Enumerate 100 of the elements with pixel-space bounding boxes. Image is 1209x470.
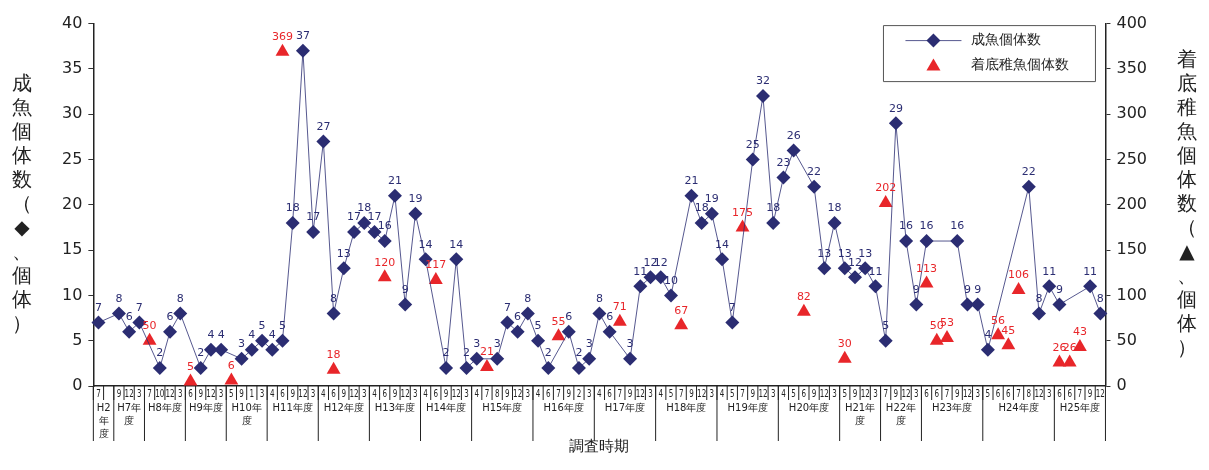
y-tick-label: 30 (62, 103, 83, 123)
data-label: 67 (674, 303, 689, 317)
data-label: 13 (336, 246, 351, 260)
text: H9年度 (188, 401, 223, 413)
x-tick-label: 3 (137, 387, 142, 399)
data-label: 369 (271, 30, 293, 44)
data-label: 2 (575, 346, 583, 360)
data-label: 18 (766, 201, 781, 215)
data-label: 22 (807, 165, 822, 179)
text: H20年度 (788, 401, 830, 413)
data-label: 9 (1055, 282, 1063, 296)
data-label: 7 (135, 300, 143, 314)
data-label: 3 (493, 337, 501, 351)
x-tick-label: 12 (1095, 387, 1105, 399)
x-tick-label: 5 (229, 387, 234, 399)
x-tick-label: 9 (852, 387, 858, 399)
data-label: 8 (1035, 291, 1043, 305)
text: H25年度 (1059, 401, 1101, 413)
data-label: 5 (258, 319, 266, 333)
x-tick-label: 12 (860, 387, 870, 399)
point (1011, 281, 1026, 294)
x-tick-label: 12 (513, 387, 523, 399)
data-label: 17 (306, 210, 321, 224)
x-tick-label: 6 (331, 387, 336, 399)
x-tick-label: 3 (975, 387, 980, 399)
text: H22年度 (885, 401, 917, 426)
data-label: 17 (347, 210, 362, 224)
data-label: 4 (248, 328, 256, 342)
x-tick-label: 5 (730, 387, 735, 399)
y2-tick-label: 350 (1116, 58, 1148, 78)
data-label: 7 (728, 300, 736, 314)
data-label: 4 (984, 328, 992, 342)
y-tick-label: 5 (72, 329, 83, 349)
point (224, 372, 239, 385)
text: H15年度 (482, 401, 523, 413)
data-label: 11 (633, 264, 648, 278)
x-tick-label: 9 (627, 387, 633, 399)
data-label: 4 (207, 328, 215, 342)
x-tick-label: 12 (451, 387, 461, 399)
y2-tick-label: 400 (1116, 12, 1148, 32)
point (326, 361, 341, 374)
x-tick-label: 9 (954, 387, 960, 399)
y-tick-label: 0 (72, 375, 83, 395)
x-tick-label: 6 (546, 387, 551, 399)
data-label: 21 (479, 345, 494, 359)
data-label: 106 (1008, 268, 1030, 282)
x-tick-label: 12 (1034, 387, 1044, 399)
x-tick-label: 12 (206, 387, 216, 399)
data-label: 9 (963, 282, 971, 296)
x-tick-label: 5 (842, 387, 848, 399)
x-tick-label: 6 (801, 387, 807, 399)
x-tick-label: 3 (873, 387, 878, 399)
data-label: 32 (755, 74, 770, 88)
data-label: 8 (595, 291, 603, 305)
y2-tick-label: 150 (1116, 239, 1148, 259)
point (480, 358, 494, 371)
x-tick-label: 2 (576, 387, 582, 399)
data-label: 21 (684, 174, 699, 188)
x-tick-label: 3 (413, 387, 418, 399)
y2-tick-label: 300 (1116, 103, 1148, 123)
point (377, 269, 392, 282)
point (1062, 354, 1077, 367)
data-label: 3 (238, 337, 246, 351)
data-label: 6 (125, 310, 133, 323)
data-label: 8 (524, 291, 532, 305)
y-tick-label: 20 (62, 193, 83, 213)
y2-tick-label: 0 (1116, 375, 1127, 395)
data-label: 8 (1096, 291, 1104, 305)
y2-tick-label: 50 (1116, 329, 1137, 349)
point (929, 332, 944, 345)
x-axis-title: 調査時期 (569, 437, 630, 456)
x-tick-label: 4 (269, 387, 275, 399)
x-tick-label: 4 (321, 387, 327, 399)
data-label: 4 (217, 328, 225, 342)
x-tick-label: 7 (944, 387, 950, 399)
x-tick-label: 9 (392, 387, 398, 399)
data-label: 14 (418, 237, 433, 251)
data-label: 50 (142, 319, 157, 333)
y-tick-label: 35 (62, 58, 83, 78)
x-tick-label: 12 (901, 387, 911, 399)
data-label: 13 (817, 246, 832, 260)
data-label: 82 (796, 290, 811, 304)
x-tick-label: 9 (341, 387, 347, 399)
y2-tick-label: 250 (1116, 148, 1148, 168)
point (796, 303, 811, 316)
data-label: 18 (326, 348, 341, 362)
x-tick-label: 8 (1026, 387, 1032, 399)
point (551, 328, 566, 341)
point (940, 329, 954, 342)
point (674, 317, 689, 330)
data-label: 29 (888, 101, 903, 115)
x-tick-label: 9 (198, 387, 203, 399)
data-label: 11 (1083, 264, 1098, 278)
x-tick-label: 12 (124, 387, 134, 399)
x-tick-label: 9 (750, 387, 756, 399)
x-tick-label: 3 (914, 387, 919, 399)
x-tick-label: 9 (566, 387, 572, 399)
x-tick-label: 4 (597, 387, 603, 399)
data-label: 4 (268, 328, 276, 342)
x-tick-label: 7 (1016, 387, 1021, 399)
